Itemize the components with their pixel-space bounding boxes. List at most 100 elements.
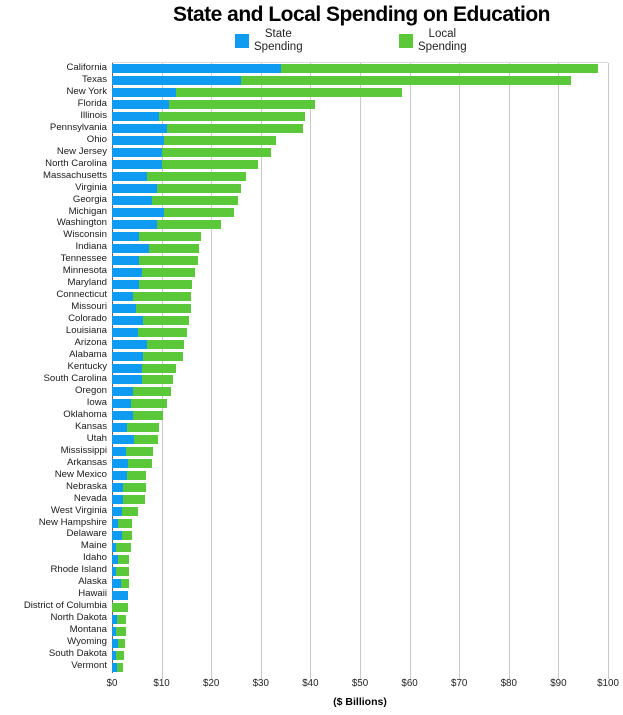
plot-area	[112, 62, 609, 679]
local-spending-segment	[122, 507, 139, 517]
state-spending-segment	[112, 291, 133, 301]
bar-row	[112, 578, 129, 588]
gridline	[608, 63, 609, 679]
bar-row	[112, 387, 171, 397]
local-spending-segment	[166, 124, 303, 134]
bar-row	[112, 614, 127, 624]
state-spending-segment	[112, 279, 140, 289]
category-label: South Carolina	[43, 372, 107, 384]
category-label: Tennessee	[60, 253, 107, 265]
category-label: Indiana	[75, 241, 107, 253]
bar-row	[112, 208, 234, 217]
local-spending-segment	[118, 638, 126, 648]
state-spending-segment	[112, 435, 135, 445]
bar-row	[112, 590, 129, 600]
bar-row	[112, 638, 126, 648]
category-label: Maine	[80, 540, 107, 552]
local-spending-segment	[132, 291, 192, 301]
local-spending-segment	[146, 339, 185, 349]
state-spending-segment	[112, 471, 127, 481]
category-label: Arizona	[74, 337, 107, 349]
state-spending-segment	[112, 148, 162, 158]
local-spending-segment	[116, 542, 132, 552]
bar-row	[112, 64, 599, 74]
bar-row	[112, 566, 129, 576]
bar-row	[112, 112, 306, 122]
bar-row	[112, 602, 128, 612]
category-label: Vermont	[71, 660, 107, 672]
state-spending-segment	[112, 566, 117, 576]
category-label: Idaho	[82, 552, 107, 564]
local-spending-segment	[280, 64, 599, 74]
local-spending-segment	[112, 602, 128, 612]
category-label: Kentucky	[67, 361, 107, 373]
local-spending-segment	[120, 578, 129, 588]
bar-row	[112, 219, 222, 229]
category-label: New Mexico	[54, 468, 107, 480]
state-spending-segment	[112, 112, 160, 122]
category-label: Delaware	[66, 528, 107, 540]
bar-row	[112, 554, 130, 564]
local-spending-segment	[161, 148, 271, 158]
x-tick-label: $60	[401, 678, 418, 689]
state-spending-segment	[112, 459, 128, 469]
bar-row	[112, 255, 199, 265]
bar-row	[112, 76, 571, 86]
local-spending-segment	[134, 435, 158, 445]
bar-row	[112, 483, 146, 493]
state-spending-segment	[112, 76, 241, 86]
category-label: Pennsylvania	[49, 121, 107, 133]
bar-row	[112, 375, 173, 385]
legend: State Spending Local Spending	[0, 28, 623, 58]
local-spending-segment	[116, 626, 126, 636]
bar-row	[112, 435, 158, 445]
bar-row	[112, 279, 192, 289]
state-spending-segment	[112, 507, 123, 517]
state-spending-segment	[112, 88, 177, 98]
category-label: Oklahoma	[63, 408, 107, 420]
category-label: Wisconsin	[63, 229, 107, 241]
local-spending-segment	[123, 483, 146, 493]
bar-row	[112, 495, 145, 505]
category-label: Arkansas	[67, 456, 107, 468]
category-label: Texas	[81, 73, 107, 85]
local-legend-label: Local Spending	[418, 28, 467, 53]
bar-row	[112, 291, 192, 301]
bar-row	[112, 363, 177, 373]
gridline	[310, 63, 312, 679]
chart-title: State and Local Spending on Education	[172, 3, 551, 26]
category-label: Iowa	[86, 396, 107, 408]
state-spending-segment	[112, 447, 126, 457]
state-spending-segment	[112, 626, 117, 636]
bar-row	[112, 459, 153, 469]
category-label: Rhode Island	[50, 564, 107, 576]
category-label: Virginia	[75, 181, 107, 193]
category-label: Michigan	[68, 205, 107, 217]
local-spending-segment	[116, 566, 129, 576]
local-spending-segment	[164, 136, 276, 146]
local-spending-segment	[123, 495, 145, 505]
state-spending-segment	[112, 160, 162, 170]
local-spending-segment	[156, 184, 241, 194]
gridline	[211, 63, 213, 679]
bar-row	[112, 184, 241, 194]
state-spending-segment	[112, 530, 122, 540]
bar-row	[112, 662, 124, 672]
state-spending-segment	[112, 100, 170, 110]
category-label: Connecticut	[56, 289, 107, 301]
category-label: New York	[66, 85, 107, 97]
category-label: Illinois	[80, 109, 107, 121]
category-label: Florida	[77, 97, 107, 109]
local-spending-segment	[141, 267, 195, 277]
category-label: Ohio	[86, 133, 107, 145]
local-spending-segment	[127, 459, 153, 469]
x-tick-label: $0	[106, 678, 118, 689]
bar-row	[112, 243, 199, 253]
local-spending-segment	[240, 76, 571, 86]
bar-row	[112, 530, 132, 540]
x-tick-label: $40	[302, 678, 319, 689]
x-tick-label: $70	[451, 678, 468, 689]
state-spending-segment	[112, 518, 119, 528]
bar-row	[112, 136, 276, 146]
state-spending-segment	[112, 614, 118, 624]
